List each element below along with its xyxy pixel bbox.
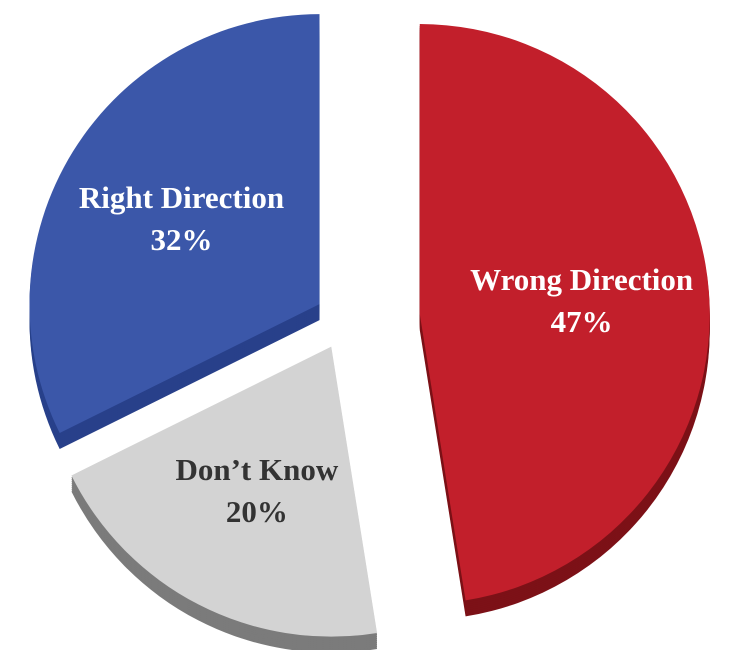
category-label: Wrong Direction bbox=[470, 262, 694, 298]
slice bbox=[419, 24, 710, 601]
slice bbox=[29, 14, 320, 433]
label-box: Wrong Direction 47% bbox=[422, 226, 736, 376]
value-label: 47% bbox=[550, 304, 613, 340]
slice-label: Don’t Know 20% bbox=[107, 416, 407, 566]
label-box: Don’t Know 20% bbox=[107, 416, 407, 566]
label-box: Right Direction 32% bbox=[77, 144, 287, 294]
slice bbox=[71, 346, 378, 637]
value-label: 32% bbox=[150, 221, 213, 257]
slice-label: Right Direction 32% bbox=[77, 144, 287, 294]
slice-label: Wrong Direction 47% bbox=[422, 226, 736, 376]
value-label: 20% bbox=[225, 494, 288, 529]
category-label: Right Direction bbox=[78, 179, 285, 215]
category-label: Don’t Know bbox=[175, 452, 339, 488]
